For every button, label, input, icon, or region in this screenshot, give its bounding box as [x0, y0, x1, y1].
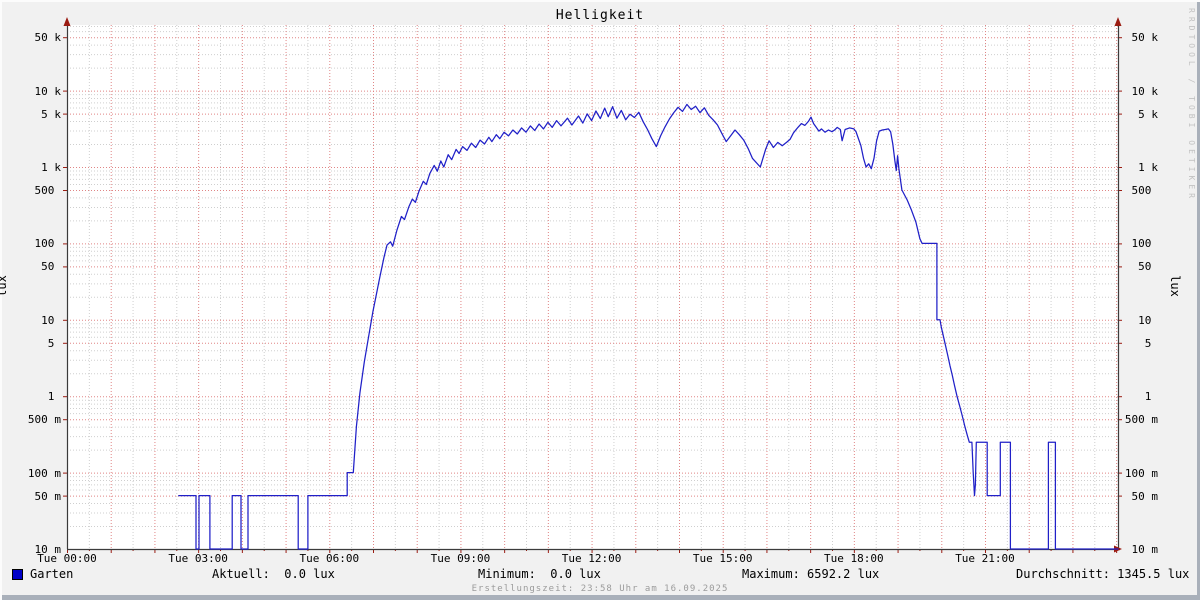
chart-title: Helligkeit: [555, 8, 645, 23]
x-tick-label: Tue 15:00: [692, 552, 753, 565]
y-tick-label-right: 10 k: [1131, 84, 1159, 98]
y-tick-label-right: 100 m: [1124, 466, 1158, 480]
y-tick-label-right: 10 m: [1131, 543, 1159, 556]
stat-aktuell: Aktuell: 0.0 lux: [212, 567, 335, 581]
x-tick-label: Tue 06:00: [299, 552, 360, 565]
y-tick-label-left: 100: [34, 237, 61, 251]
stat-minimum: Minimum: 0.0 lux: [478, 567, 601, 581]
y-tick-label-left: 10 k: [34, 84, 62, 98]
y-tick-label-right: 1 k: [1138, 161, 1158, 174]
y-tick-label-left: 1: [47, 390, 61, 404]
x-tick-label: Tue 18:00: [824, 552, 884, 565]
x-tick-label: Tue 12:00: [561, 552, 622, 565]
y-tick-label-left: 50: [41, 260, 61, 274]
y-tick-label-left: 10 m: [34, 543, 62, 556]
y-tick-label-right: 50: [1138, 260, 1158, 274]
creation-timestamp: Erstellungszeit: 23:58 Uhr am 16.09.2025: [471, 584, 729, 594]
y-tick-label-right: 5: [1144, 336, 1158, 350]
y-tick-label-right: 500 m: [1124, 413, 1158, 427]
y-tick-label-left: 50 k: [34, 31, 62, 45]
y-tick-label-left: 10: [41, 313, 61, 327]
y-tick-label-right: 5 k: [1138, 107, 1158, 121]
y-axis-label-left: lux: [0, 275, 9, 297]
x-tick-label: Tue 09:00: [430, 552, 491, 565]
y-tick-label-right: 100: [1131, 237, 1158, 251]
x-tick-label: Tue 21:00: [955, 552, 1015, 565]
y-tick-label-left: 5 k: [41, 107, 61, 121]
y-tick-label-right: 500: [1131, 183, 1158, 197]
y-tick-label-right: 50 m: [1131, 489, 1159, 503]
y-tick-label-left: 100 m: [27, 466, 61, 480]
y-tick-label-left: 500 m: [27, 413, 61, 427]
y-tick-label-right: 10: [1138, 313, 1158, 327]
y-tick-label-left: 500: [34, 183, 61, 197]
stat-durchschnitt: Durchschnitt: 1345.5 lux: [1016, 567, 1190, 581]
y-tick-label-right: 50 k: [1131, 31, 1159, 45]
x-tick-label: Tue 00:00: [37, 552, 97, 565]
x-tick-label: Tue 03:00: [168, 552, 228, 565]
stat-maximum: Maximum: 6592.2 lux: [742, 567, 880, 581]
legend-swatch-garten: [12, 569, 23, 580]
y-tick-label-right: 1: [1144, 390, 1158, 404]
y-tick-label-left: 5: [47, 336, 61, 350]
rrdtool-watermark: RRDTOOL / TOBI OETIKER: [1187, 8, 1196, 202]
y-axis-label-right: lux: [1167, 275, 1182, 297]
series-line-garten: [178, 103, 1119, 550]
legend-series-label: Garten: [30, 567, 74, 581]
y-tick-label-left: 1 k: [41, 161, 61, 174]
y-tick-label-left: 50 m: [34, 489, 62, 503]
